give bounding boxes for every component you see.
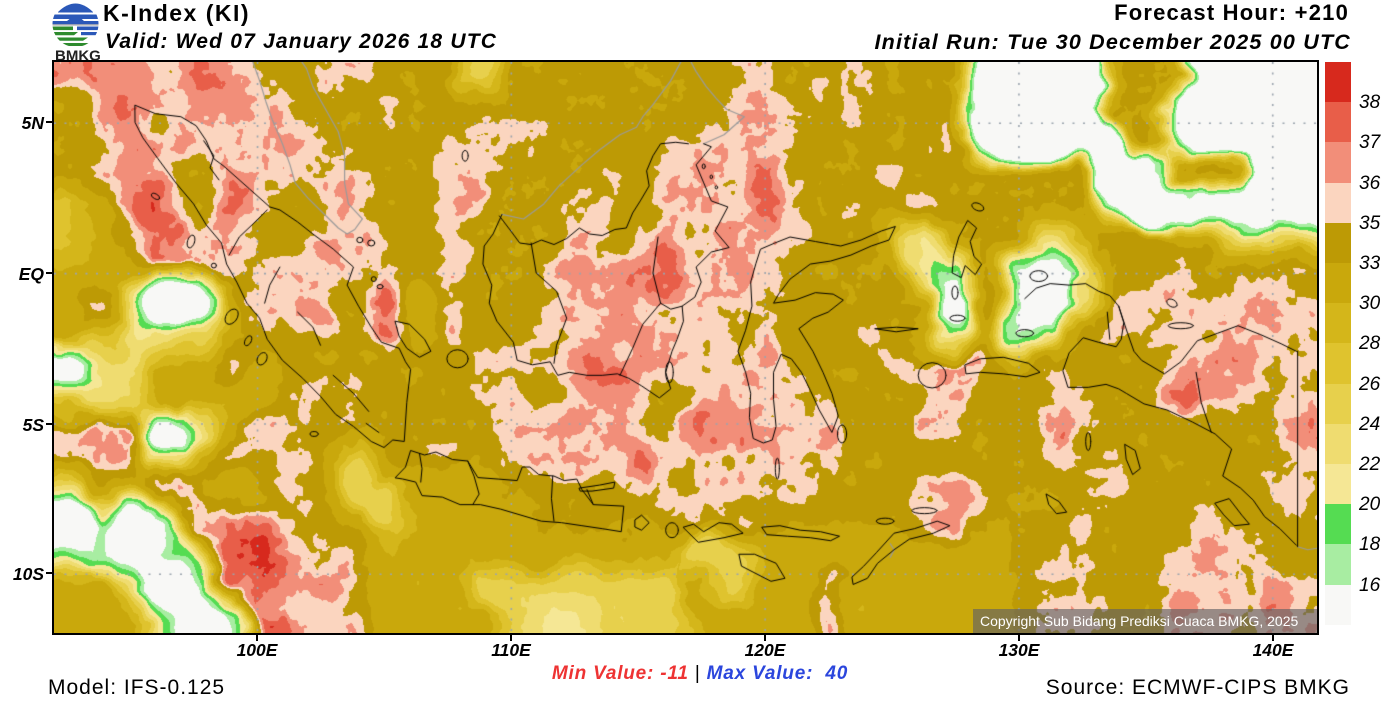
svg-text:BMKG: BMKG bbox=[55, 48, 101, 62]
